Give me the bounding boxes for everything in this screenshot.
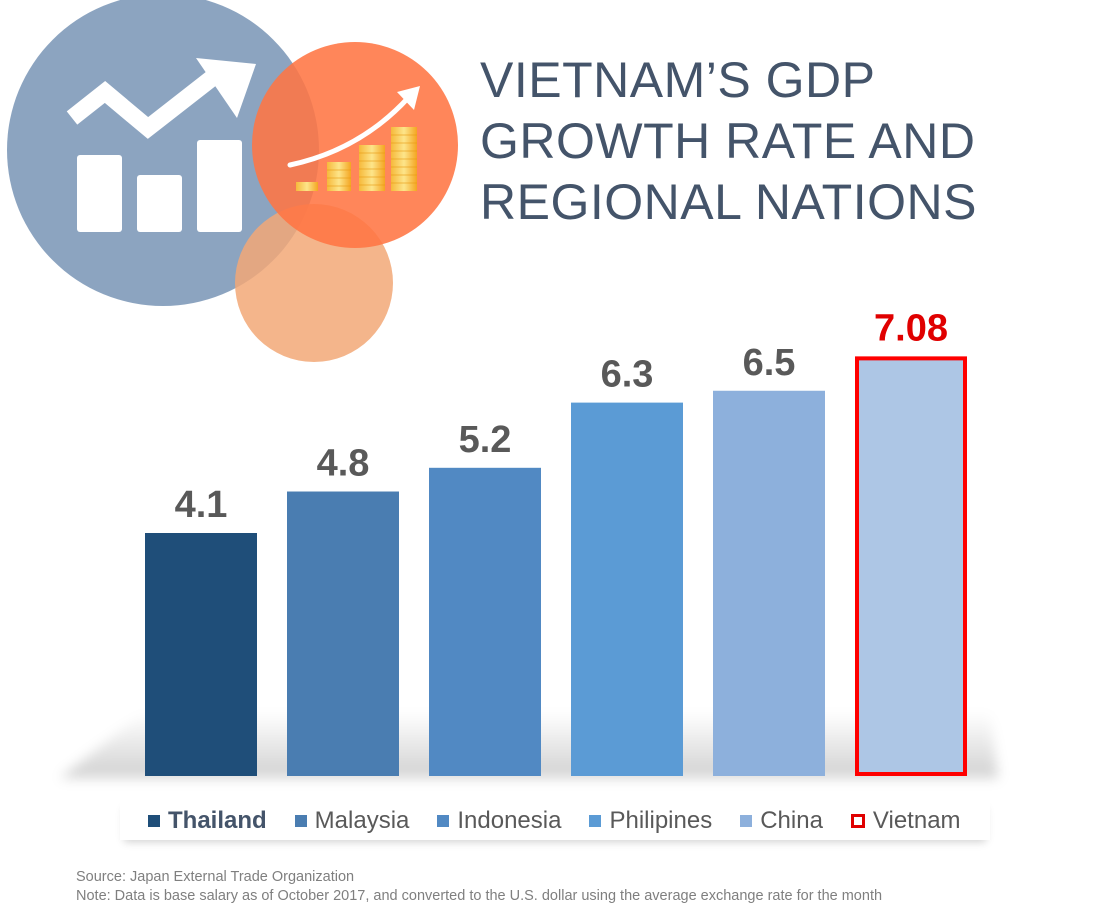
data-label-malaysia: 4.8: [317, 443, 370, 485]
legend-label-indonesia: Indonesia: [457, 807, 562, 834]
data-label-vietnam: 7.08: [874, 307, 948, 349]
decorative-illustration: [7, 0, 458, 362]
legend-swatch-malaysia: [294, 815, 307, 827]
legend-item-philipines: Philipines: [589, 807, 712, 835]
bar-indonesia: [429, 467, 541, 776]
legend-item-malaysia: Malaysia: [294, 807, 410, 835]
growth-chart-icon: [66, 58, 256, 232]
bar-vietnam: [855, 356, 967, 776]
legend-label-vietnam: Vietnam: [872, 807, 961, 834]
legend-swatch-philipines: [589, 815, 602, 827]
legend-swatch-thailand: [148, 815, 160, 827]
coin-growth-icon: [287, 86, 420, 191]
legend-item-thailand: Thailand: [148, 807, 267, 835]
title-line-3: REGIONAL NATIONS: [480, 174, 977, 230]
legend-item-vietnam: Vietnam: [850, 807, 961, 835]
title-line-1: VIETNAM’S GDP: [480, 52, 876, 108]
data-label-china: 6.5: [743, 342, 796, 384]
data-label-indonesia: 5.2: [459, 419, 512, 461]
bar-thailand: [145, 533, 257, 776]
page-title: VIETNAM’S GDP GROWTH RATE AND REGIONAL N…: [480, 50, 1080, 233]
source-line: Source: Japan External Trade Organizatio…: [76, 869, 355, 885]
legend-swatch-indonesia: [437, 815, 450, 827]
title-line-2: GROWTH RATE AND: [480, 113, 976, 169]
note-line: Note: Data is base salary as of October …: [76, 888, 883, 904]
bar-philipines: [571, 402, 683, 776]
legend-label-philipines: Philipines: [609, 807, 713, 834]
data-label-thailand: 4.1: [175, 484, 228, 526]
bar-malaysia: [287, 491, 399, 776]
legend-swatch-vietnam: [850, 814, 865, 828]
bar-china: [713, 390, 825, 776]
chart-legend: Thailand Malaysia Indonesia Philipines China…: [148, 804, 961, 838]
source-note: Source: Japan External Trade Organizatio…: [76, 868, 882, 906]
data-label-philipines: 6.3: [601, 354, 654, 396]
legend-swatch-china: [740, 815, 753, 827]
legend-background: [120, 798, 990, 840]
legend-label-china: China: [760, 807, 823, 834]
legend-item-indonesia: Indonesia: [437, 807, 561, 835]
legend-item-china: China: [740, 807, 823, 835]
legend-label-thailand: Thailand: [168, 807, 267, 834]
legend-label-malaysia: Malaysia: [314, 807, 410, 834]
